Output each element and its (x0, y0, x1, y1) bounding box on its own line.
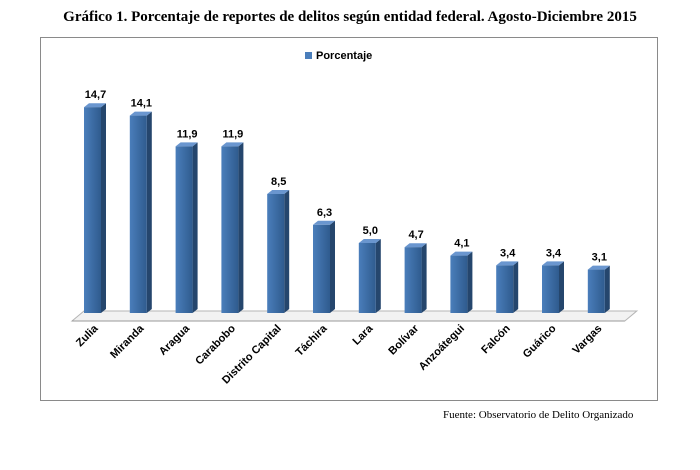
data-label-11: 3,1 (592, 252, 607, 264)
bar-side-7 (421, 243, 427, 313)
bar-5 (313, 224, 330, 313)
bar-3 (221, 146, 239, 313)
bar-side-10 (559, 261, 564, 313)
data-label-6: 5,0 (363, 225, 378, 237)
legend-swatch (305, 52, 312, 59)
bar-1 (129, 115, 147, 313)
bar-11 (587, 269, 605, 313)
category-label-1: Miranda (108, 322, 147, 361)
category-label-0: Zulia (74, 322, 101, 349)
source-note: Fuente: Observatorio de Delito Organizad… (443, 409, 634, 421)
category-label-8: Anzoátegui (417, 323, 467, 373)
bar-4 (267, 194, 285, 313)
bar-side-0 (101, 103, 106, 313)
category-label-5: Táchira (293, 322, 330, 359)
data-label-2: 11,9 (177, 128, 198, 140)
bar-top-4 (267, 190, 290, 194)
bar-side-3 (238, 142, 244, 313)
category-label-9: Falcón (479, 322, 513, 356)
category-label-3: Carabobo (193, 322, 238, 367)
bar-top-3 (221, 142, 244, 147)
bar-side-2 (192, 142, 198, 313)
bar-2 (175, 146, 193, 313)
data-label-5: 6,3 (317, 207, 332, 219)
bar-6 (358, 243, 376, 313)
bar-7 (404, 247, 422, 313)
bar-side-5 (330, 220, 335, 313)
bar-side-11 (604, 265, 610, 313)
data-label-0: 14,7 (85, 89, 106, 101)
chart-title: Gráfico 1. Porcentaje de reportes de del… (63, 9, 637, 25)
bar-top-9 (496, 261, 519, 266)
category-label-7: Bolívar (386, 322, 421, 357)
category-label-10: Guárico (521, 322, 559, 360)
data-label-4: 8,5 (271, 176, 286, 188)
bar-top-10 (542, 261, 564, 266)
legend-label: Porcentaje (316, 50, 372, 62)
data-label-1: 14,1 (131, 98, 152, 110)
bar-top-11 (587, 265, 610, 270)
bar-top-2 (175, 142, 198, 147)
bar-side-4 (284, 190, 290, 313)
bar-10 (542, 265, 559, 313)
bar-side-8 (467, 251, 473, 313)
bar-top-8 (450, 251, 473, 256)
bar-9 (496, 265, 514, 313)
data-label-9: 3,4 (500, 247, 516, 259)
bar-top-7 (404, 243, 427, 248)
bar-side-9 (513, 261, 519, 313)
data-label-8: 4,1 (454, 238, 469, 250)
data-label-3: 11,9 (222, 128, 243, 140)
category-label-11: Vargas (570, 323, 604, 357)
category-label-2: Aragua (157, 322, 193, 358)
bar-0 (84, 107, 101, 313)
bar-top-0 (84, 103, 106, 108)
bar-side-1 (146, 111, 152, 313)
data-label-10: 3,4 (546, 247, 562, 259)
bar-top-5 (313, 220, 335, 225)
bar-8 (450, 255, 468, 313)
category-label-6: Lara (350, 322, 376, 348)
bar-side-6 (375, 239, 381, 313)
data-label-7: 4,7 (408, 229, 423, 241)
bar-top-1 (129, 111, 152, 116)
bar-top-6 (358, 239, 381, 243)
